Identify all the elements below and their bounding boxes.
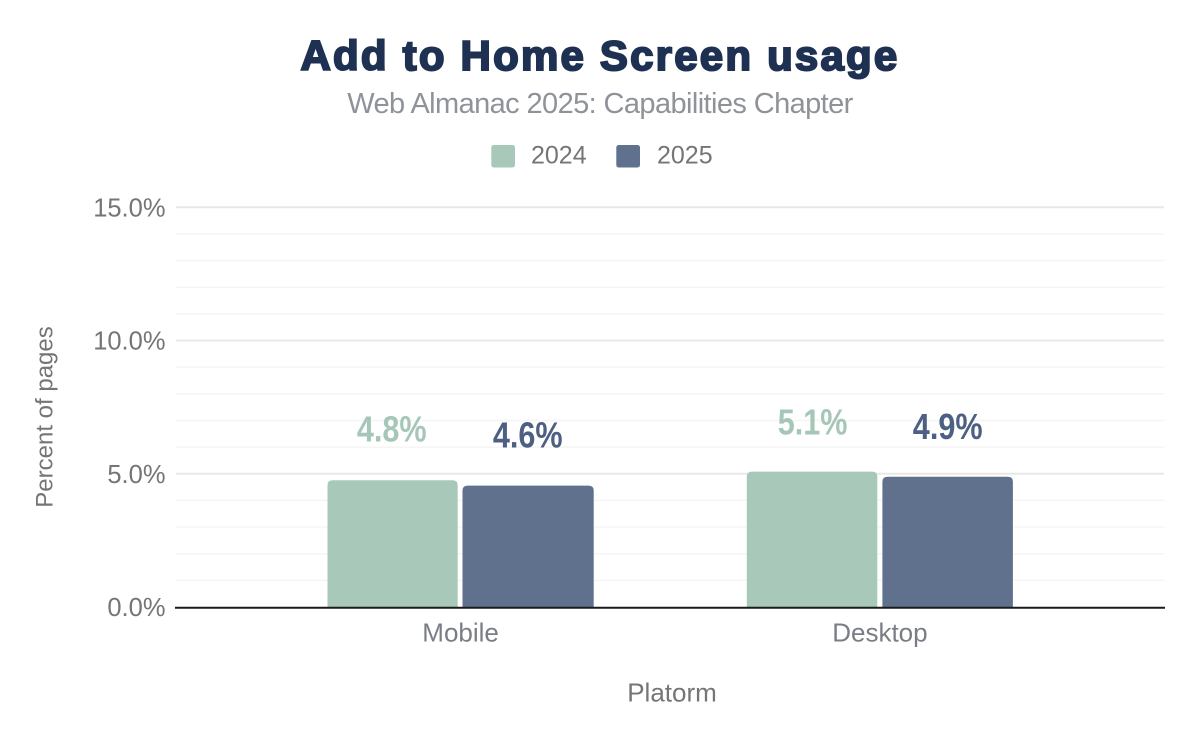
svg-text:Platorm: Platorm: [627, 678, 717, 708]
svg-text:4.8%: 4.8%: [357, 410, 427, 450]
svg-text:Add to Home Screen usage: Add to Home Screen usage: [301, 32, 900, 79]
svg-text:2025: 2025: [657, 142, 713, 170]
svg-text:Web Almanac 2025: Capabilities: Web Almanac 2025: Capabilities Chapter: [347, 88, 853, 120]
svg-text:Mobile: Mobile: [422, 618, 499, 648]
svg-text:4.6%: 4.6%: [493, 416, 563, 456]
svg-text:Percent of pages: Percent of pages: [32, 326, 59, 507]
svg-text:15.0%: 15.0%: [93, 195, 165, 223]
svg-text:5.0%: 5.0%: [107, 461, 165, 489]
svg-text:4.9%: 4.9%: [913, 408, 983, 448]
svg-text:Desktop: Desktop: [832, 618, 927, 648]
svg-text:10.0%: 10.0%: [93, 328, 165, 356]
svg-text:2024: 2024: [531, 142, 587, 170]
svg-text:0.0%: 0.0%: [107, 594, 165, 622]
svg-text:5.1%: 5.1%: [778, 403, 848, 443]
